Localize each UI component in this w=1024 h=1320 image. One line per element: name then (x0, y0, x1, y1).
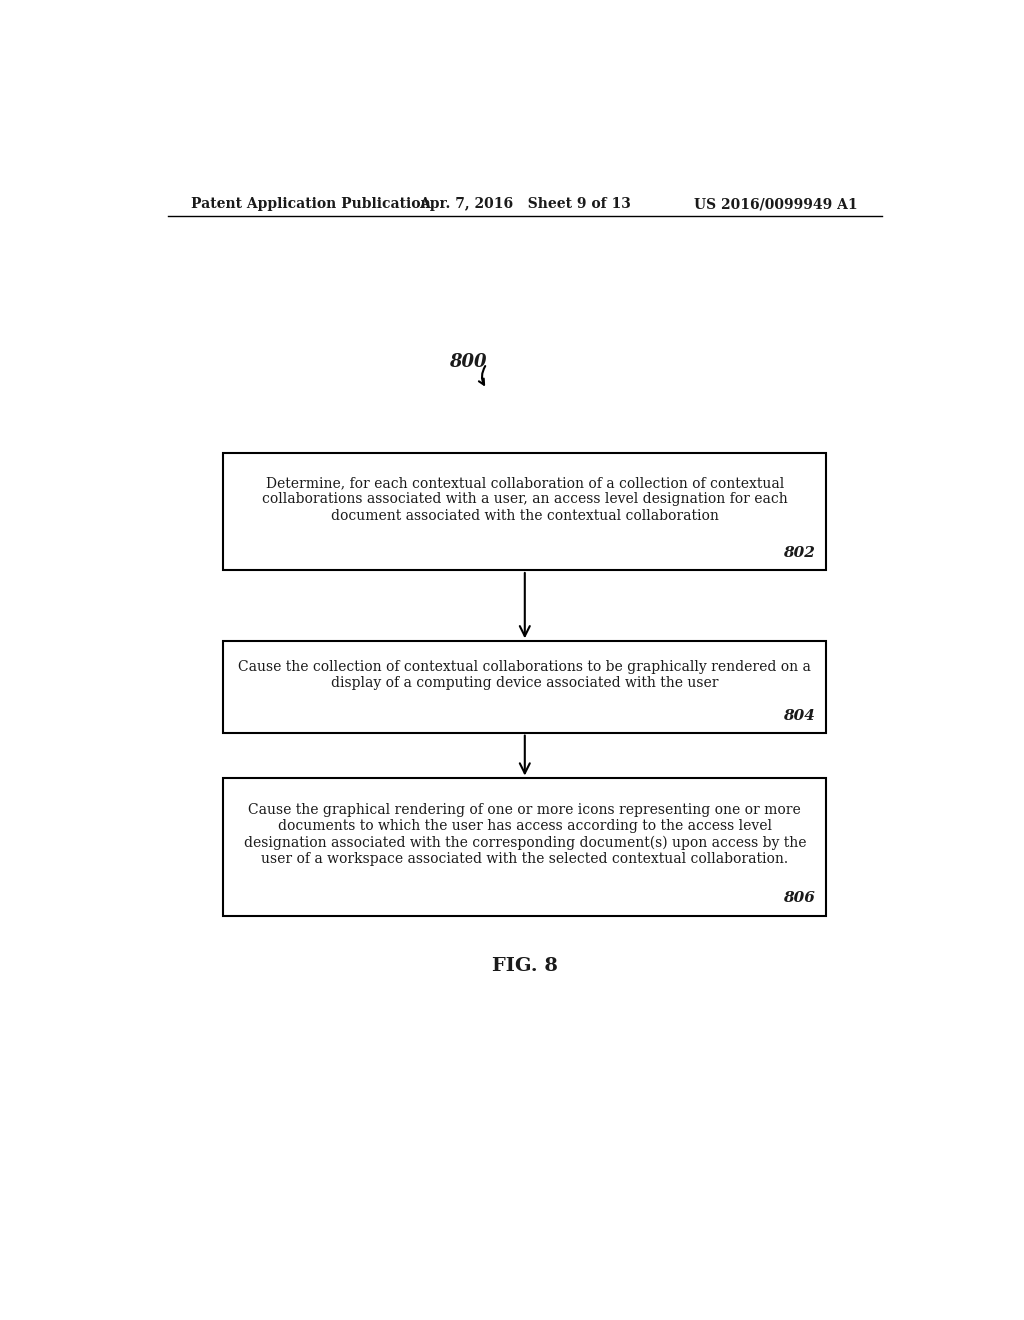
Text: Cause the graphical rendering of one or more icons representing one or more
docu: Cause the graphical rendering of one or … (244, 804, 806, 866)
Text: 800: 800 (450, 352, 486, 371)
Text: 804: 804 (782, 709, 814, 722)
Text: Patent Application Publication: Patent Application Publication (191, 197, 431, 211)
Text: 806: 806 (782, 891, 814, 906)
Bar (223, 453, 826, 570)
Bar (223, 779, 826, 916)
Text: Determine, for each contextual collaboration of a collection of contextual
colla: Determine, for each contextual collabora… (262, 477, 787, 523)
Text: US 2016/0099949 A1: US 2016/0099949 A1 (694, 197, 858, 211)
Bar (223, 642, 826, 733)
Text: 802: 802 (782, 546, 814, 560)
Text: Cause the collection of contextual collaborations to be graphically rendered on : Cause the collection of contextual colla… (239, 660, 811, 690)
Text: Apr. 7, 2016   Sheet 9 of 13: Apr. 7, 2016 Sheet 9 of 13 (419, 197, 631, 211)
Text: FIG. 8: FIG. 8 (492, 957, 558, 975)
